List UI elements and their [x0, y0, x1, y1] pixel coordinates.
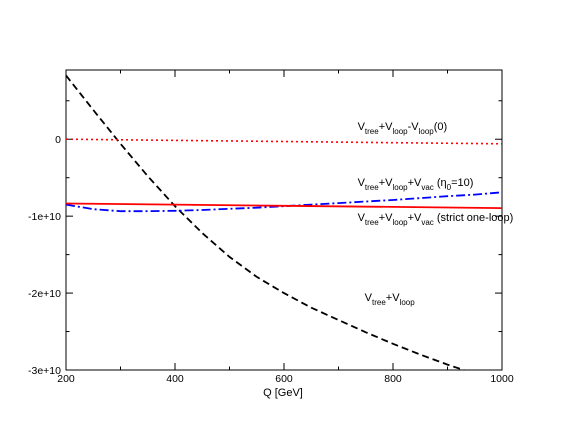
y-tick-label: -3e+10 [28, 365, 61, 377]
x-tick-label: 600 [275, 373, 293, 385]
x-tick-label: 400 [166, 373, 184, 385]
series-tree_loop_vac_strict-line [66, 202, 502, 209]
x-tick-label: 800 [384, 373, 402, 385]
series-tree_loop_vac_eta-line [66, 191, 502, 213]
series-tree_loop-line [66, 74, 467, 370]
annotation-tree_loop_vac_strict: Vtree+Vloop+Vvac (strict one-loop) [358, 212, 514, 227]
annotation-tree_loop_minus_loop0: Vtree+Vloop-Vloop(0) [358, 121, 448, 136]
y-tick-label: 0 [55, 134, 61, 146]
y-tick-label: -2e+10 [28, 288, 61, 300]
annotation-tree_loop_vac_eta: Vtree+Vloop+Vvac (η0=10) [358, 177, 474, 192]
y-tick-label: -1e+10 [28, 211, 61, 223]
plot-area: 200 400 600 800 1000 0 -1e+10 -2e+10 -3e+10 Vtree… [28, 69, 514, 385]
x-tick-label: 1000 [490, 373, 514, 385]
x-axis-label: Q [GeV] [263, 387, 303, 399]
series-tree_loop_minus_loop0-line [66, 138, 502, 145]
annotation-tree_loop: Vtree+Vloop [365, 292, 416, 307]
x-tick-label: 200 [57, 373, 75, 385]
